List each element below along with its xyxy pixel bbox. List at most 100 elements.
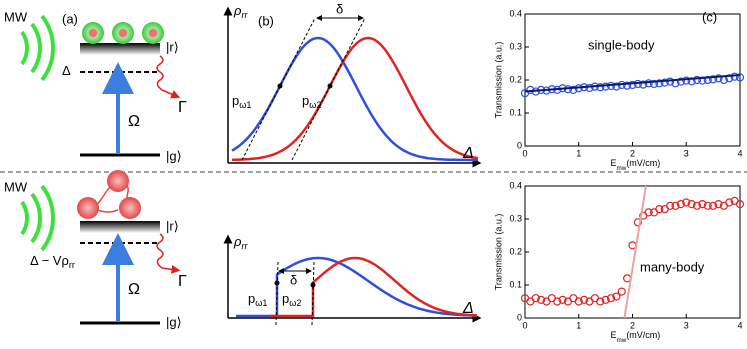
- ground-label: |g⟩: [166, 148, 182, 163]
- data-point: [612, 292, 621, 301]
- ground-label: |g⟩: [166, 314, 182, 329]
- data-point: [725, 74, 734, 83]
- axes-b: [223, 6, 482, 323]
- data-point: [537, 295, 546, 304]
- mw-label: MW: [4, 9, 28, 24]
- data-point: [596, 83, 605, 92]
- data-point: [735, 200, 745, 209]
- data-point: [580, 295, 589, 304]
- decay-label: Γ: [178, 273, 187, 290]
- axis-label: Δ: [462, 300, 474, 317]
- detuning-label-part: rr: [69, 260, 75, 270]
- p-label-part: ω1: [239, 100, 251, 110]
- rho-label-part: rr: [241, 10, 248, 20]
- data-point: [644, 208, 653, 217]
- rho-label: ρrr: [233, 3, 248, 20]
- data-point: [660, 78, 669, 87]
- y-tick-label: 0.1: [509, 279, 522, 289]
- p-label-part: ω2: [289, 298, 301, 308]
- p-label: pω2: [282, 291, 301, 308]
- data-point: [735, 73, 745, 82]
- data-point: [671, 201, 680, 210]
- data-point: [606, 294, 616, 303]
- rydberg-band: [80, 43, 160, 55]
- detuning-label-part: Δ: [62, 63, 71, 78]
- microwave-arcs: [20, 14, 56, 252]
- data-point: [703, 201, 712, 210]
- annotation: single-body: [588, 37, 655, 52]
- p-label-part: ω2: [309, 100, 321, 110]
- threshold: [311, 261, 315, 326]
- axis-label: Δ: [462, 145, 474, 162]
- data-point: [703, 75, 712, 85]
- x-tick-label: 3: [684, 320, 689, 330]
- rho-label-part: ρ: [233, 3, 242, 18]
- threshold: [275, 261, 279, 326]
- x-tick-label: 2: [630, 320, 635, 330]
- data-point: [596, 297, 605, 306]
- data-point: [601, 295, 610, 304]
- curve-red: [270, 256, 477, 318]
- x-axis-label-part: E: [611, 158, 617, 168]
- data-point: [687, 200, 696, 209]
- data-point: [725, 198, 734, 207]
- p-label-part: p: [232, 93, 239, 108]
- data-point: [676, 77, 685, 86]
- x-tick-label: 0: [522, 148, 527, 158]
- p-label: pω1: [248, 291, 267, 308]
- rho-label-part: rr: [241, 241, 248, 251]
- rho-label: ρrr: [233, 234, 248, 251]
- p-label-part: p: [302, 93, 309, 108]
- detuning-label: Δ: [62, 63, 71, 78]
- data-point: [558, 295, 567, 304]
- rabi-label: Ω: [128, 281, 140, 298]
- data-point: [676, 200, 685, 209]
- data-point: [639, 80, 648, 89]
- data-point: [649, 79, 659, 89]
- decay-label: Γ: [178, 99, 187, 116]
- data-point: [682, 76, 691, 85]
- curve-blue: [236, 256, 477, 318]
- rabi-label: Ω: [128, 113, 140, 130]
- data-point: [623, 81, 632, 90]
- data-point: [709, 75, 718, 84]
- x-tick-label: 0: [522, 320, 527, 330]
- data-point: [531, 294, 540, 303]
- y-tick-label: 0.4: [509, 8, 522, 18]
- p-label-part: ω1: [255, 298, 267, 308]
- data-point: [628, 80, 637, 90]
- panel-label: (c): [702, 9, 717, 24]
- data-point: [692, 75, 702, 85]
- detuning-label: Δ − Vρrr: [30, 253, 75, 270]
- y-axis-label: Transmission (a.u.): [493, 214, 503, 291]
- rho-label-part: ρ: [233, 234, 242, 249]
- p-label-part: p: [248, 291, 255, 306]
- panel-label: (a): [62, 11, 78, 26]
- tangent: [241, 17, 316, 161]
- data-point: [666, 201, 675, 210]
- detuning-label-part: Δ − Vρ: [30, 253, 69, 268]
- data-point: [655, 79, 664, 88]
- data-point: [574, 297, 583, 306]
- tangent: [291, 17, 366, 161]
- fit-line: [623, 185, 647, 319]
- point: [327, 83, 333, 89]
- p-label: pω1: [232, 93, 251, 110]
- data-point: [682, 198, 691, 207]
- delta-label: δ: [336, 1, 343, 16]
- point: [277, 83, 283, 89]
- rydberg-label: |r⟩: [166, 218, 179, 233]
- x-axis-label: Emw(mV/cm): [611, 158, 661, 171]
- atoms: [77, 22, 164, 219]
- data-point: [633, 218, 642, 227]
- y-tick-label: 0.4: [509, 180, 522, 190]
- x-axis-label-part: (mV/cm): [626, 330, 660, 340]
- x-tick-label: 4: [737, 148, 742, 158]
- point: [274, 280, 280, 286]
- x-axis-label: Emw(mV/cm): [611, 330, 661, 343]
- data-point: [714, 74, 723, 83]
- data-point: [655, 205, 664, 214]
- x-axis-label-part: mw: [617, 165, 627, 172]
- decay-arrow: [156, 55, 181, 99]
